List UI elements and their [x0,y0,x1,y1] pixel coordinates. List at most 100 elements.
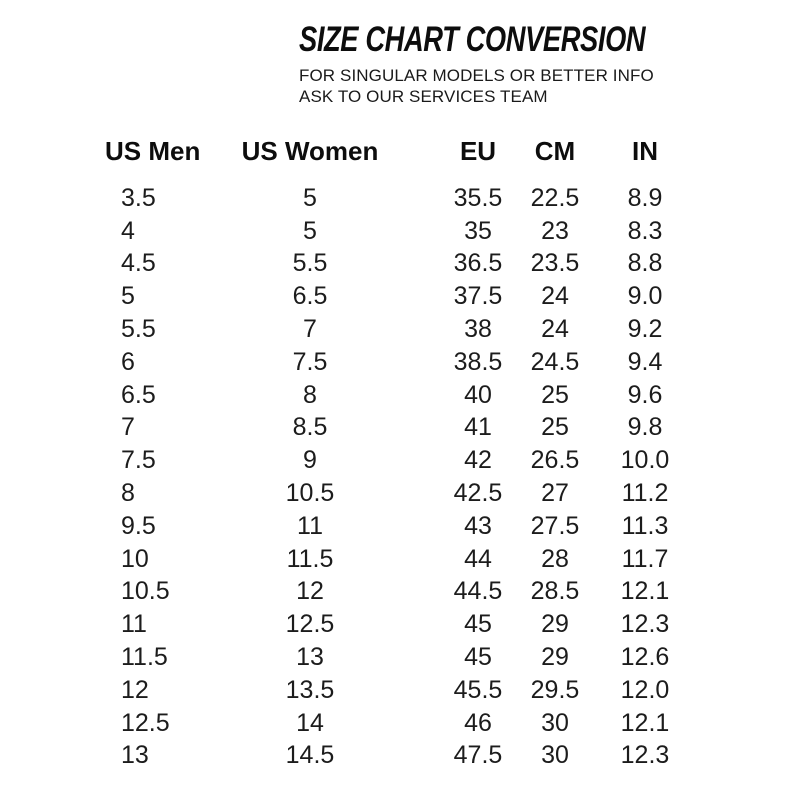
cell-eu: 42 [464,446,492,475]
cell-us-men: 5.5 [121,315,156,344]
cell-cm: 23 [541,216,569,245]
cell-in: 12.1 [620,577,670,606]
cell-us-women: 14 [296,708,324,737]
cell-us-men: 12.5 [121,708,170,737]
cell-cm: 22.5 [530,183,580,212]
cell-us-men: 11.5 [121,643,168,672]
table-row: 7.5 9 42 26.5 10.0 [0,444,800,477]
cell-cm: 29 [541,643,569,672]
page-title: SIZE CHART CONVERSION [299,20,646,59]
cell-cm: 25 [541,380,569,409]
table-row: 11.5 13 45 29 12.6 [0,641,800,674]
table-row: 11 12.5 45 29 12.3 [0,608,800,641]
cell-us-women: 9 [303,446,317,475]
table-row: 12 13.5 45.5 29.5 12.0 [0,674,800,707]
cell-us-men: 10 [121,544,149,573]
cell-us-women: 7.5 [292,347,328,376]
cell-eu: 45 [464,643,492,672]
table-row: 4.5 5.5 36.5 23.5 8.8 [0,248,800,281]
cell-cm: 28.5 [530,577,580,606]
column-header-in: IN [632,135,658,166]
cell-cm: 24 [541,315,569,344]
cell-cm: 24.5 [530,347,580,376]
table-row: 13 14.5 47.5 30 12.3 [0,740,800,773]
cell-eu: 41 [464,413,492,442]
cell-us-men: 13 [121,741,149,770]
table-row: 12.5 14 46 30 12.1 [0,707,800,740]
cell-eu: 36.5 [453,249,503,278]
cell-eu: 35.5 [453,183,503,212]
cell-in: 12.3 [620,610,670,639]
cell-us-women: 5 [303,216,317,245]
cell-cm: 29 [541,610,569,639]
cell-eu: 47.5 [453,741,503,770]
cell-in: 10.0 [620,446,670,475]
cell-us-women: 12 [296,577,324,606]
table-row: 5 6.5 37.5 24 9.0 [0,280,800,313]
table-row: 7 8.5 41 25 9.8 [0,412,800,445]
cell-us-men: 9.5 [121,511,156,540]
cell-cm: 30 [541,741,569,770]
cell-in: 9.0 [627,282,663,311]
cell-eu: 40 [464,380,492,409]
cell-cm: 28 [541,544,569,573]
cell-us-women: 14.5 [285,741,335,770]
cell-in: 12.3 [620,741,670,770]
cell-cm: 24 [541,282,569,311]
table-row: 4 5 35 23 8.3 [0,215,800,248]
cell-eu: 46 [464,708,492,737]
column-header-us-women: US Women [241,135,379,166]
cell-us-women: 10.5 [285,479,335,508]
cell-us-men: 10.5 [121,577,170,606]
cell-in: 9.2 [627,315,663,344]
subtitle-line-1: FOR SINGULAR MODELS OR BETTER INFO [299,66,654,85]
cell-us-women: 5.5 [292,249,328,278]
column-header-cm: CM [534,135,576,166]
subtitle-line-2: ASK TO OUR SERVICES TEAM [299,87,548,106]
cell-us-men: 6 [121,347,135,376]
cell-eu: 38.5 [453,347,503,376]
cell-cm: 27 [541,479,569,508]
cell-us-women: 8.5 [292,413,328,442]
cell-in: 8.3 [627,216,663,245]
table-row: 10.5 12 44.5 28.5 12.1 [0,576,800,609]
cell-eu: 37.5 [453,282,503,311]
cell-in: 9.8 [627,413,663,442]
cell-in: 11.2 [621,479,669,508]
cell-us-women: 5 [303,183,317,212]
cell-cm: 25 [541,413,569,442]
size-conversion-table: US Men US Women EU CM IN 3.5 5 35.5 22.5… [0,136,800,772]
table-row: 8 10.5 42.5 27 11.2 [0,477,800,510]
cell-in: 8.9 [627,183,663,212]
cell-us-men: 7.5 [121,446,156,475]
table-body: 3.5 5 35.5 22.5 8.9 4 5 35 23 8.3 4.5 5.… [0,182,800,772]
cell-us-men: 3.5 [121,183,156,212]
title-block: SIZE CHART CONVERSION FOR SINGULAR MODEL… [299,22,779,107]
cell-eu: 44.5 [453,577,503,606]
cell-us-women: 6.5 [292,282,328,311]
cell-us-men: 5 [121,282,135,311]
cell-eu: 42.5 [453,479,503,508]
cell-in: 9.6 [627,380,663,409]
table-header-row: US Men US Women EU CM IN [0,136,800,166]
cell-eu: 45.5 [453,675,503,704]
column-header-eu: EU [459,135,497,166]
column-header-us-men: US Men [105,135,201,166]
table-row: 6.5 8 40 25 9.6 [0,379,800,412]
table-row: 9.5 11 43 27.5 11.3 [0,510,800,543]
table-row: 3.5 5 35.5 22.5 8.9 [0,182,800,215]
cell-in: 11.7 [621,544,669,573]
cell-eu: 38 [464,315,492,344]
table-row: 6 7.5 38.5 24.5 9.4 [0,346,800,379]
cell-eu: 44 [464,544,492,573]
cell-in: 12.0 [620,675,670,704]
cell-us-women: 11.5 [286,544,334,573]
cell-in: 12.6 [620,643,670,672]
cell-cm: 30 [541,708,569,737]
cell-us-men: 4 [121,216,135,245]
cell-us-women: 12.5 [285,610,335,639]
cell-us-men: 4.5 [121,249,156,278]
cell-eu: 35 [464,216,492,245]
cell-us-men: 7 [121,413,135,442]
cell-cm: 23.5 [530,249,580,278]
